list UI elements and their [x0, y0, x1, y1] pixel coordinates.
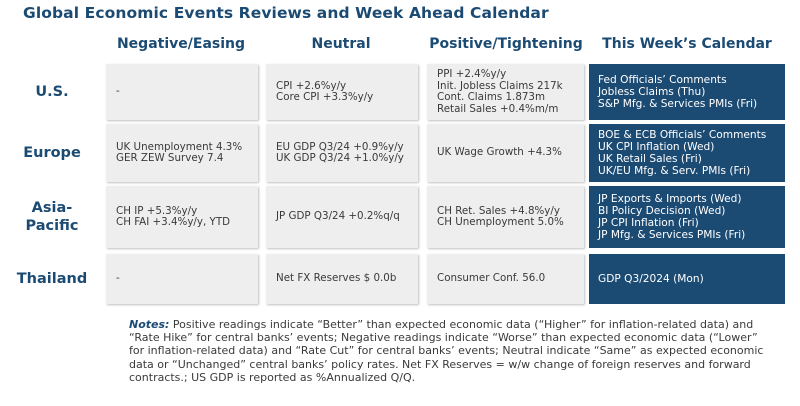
calendar-item: BOE & ECB Officials’ Comments — [598, 128, 767, 141]
row-header: Europe — [4, 124, 100, 182]
row-header: Asia- Pacific — [4, 186, 100, 248]
calendar-item: JP CPI Inflation (Fri) — [598, 217, 699, 229]
neutral-item: CPI +2.6%y/y — [276, 79, 347, 92]
positive-cell: CH Ret. Sales +4.8%y/y CH Unemployment 5.… — [427, 186, 584, 248]
calendar-item: UK Retail Sales (Fri) — [598, 153, 702, 165]
negative-cell: UK Unemployment 4.3% GER ZEW Survey 7.4 — [106, 124, 258, 182]
negative-item: UK Unemployment 4.3% — [116, 140, 243, 153]
column-header-negative: Negative/Easing — [116, 36, 246, 52]
column-header-calendar: This Week’s Calendar — [602, 36, 772, 52]
region-label: U.S. — [35, 84, 69, 100]
calendar-item: UK/EU Mfg. & Serv. PMIs (Fri) — [598, 165, 751, 178]
positive-item: Init. Jobless Claims 217k — [437, 79, 563, 92]
region-label: Europe — [23, 145, 81, 161]
positive-item: PPI +2.4%y/y — [437, 68, 507, 80]
row-header: U.S. — [4, 64, 100, 120]
calendar-cell: Fed Officials’ Comments Jobless Claims (T… — [589, 64, 785, 120]
positive-cell: Consumer Conf. 56.0 — [427, 254, 584, 304]
negative-item: - — [116, 85, 120, 98]
calendar-item: JP Exports & Imports (Wed) — [598, 192, 742, 205]
notes-text: Positive readings indicate “Better” than… — [129, 318, 764, 384]
calendar-item: JP Mfg. & Services PMIs (Fri) — [598, 229, 746, 242]
positive-item: CH Unemployment 5.0% — [437, 216, 564, 228]
negative-item: - — [116, 272, 120, 285]
column-header-positive: Positive/Tightening — [429, 36, 583, 52]
region-label: Asia- Pacific — [25, 200, 79, 234]
positive-item: UK Wage Growth +4.3% — [437, 146, 562, 159]
calendar-cell: JP Exports & Imports (Wed) BI Policy Deci… — [589, 186, 785, 248]
column-header-neutral: Neutral — [311, 36, 371, 52]
negative-item: CH FAI +3.4%y/y, YTD — [116, 216, 231, 228]
neutral-item: JP GDP Q3/24 +0.2%q/q — [276, 210, 400, 223]
calendar-cell: GDP Q3/2024 (Mon) — [589, 254, 785, 304]
row-header: Thailand — [4, 254, 100, 304]
calendar-item: Jobless Claims (Thu) — [598, 85, 706, 98]
negative-cell: CH IP +5.3%y/y CH FAI +3.4%y/y, YTD — [106, 186, 258, 248]
positive-cell: PPI +2.4%y/y Init. Jobless Claims 217k Con… — [427, 64, 584, 120]
calendar-item: GDP Q3/2024 (Mon) — [598, 272, 704, 285]
positive-item: Cont. Claims 1.873m — [437, 91, 545, 103]
calendar-item: S&P Mfg. & Services PMIs (Fri) — [598, 98, 758, 111]
neutral-item: Net FX Reserves $ 0.0b — [276, 272, 397, 285]
negative-cell: - — [106, 64, 258, 120]
negative-item: CH IP +5.3%y/y — [116, 204, 198, 217]
positive-item: Retail Sales +0.4%m/m — [437, 102, 559, 115]
region-label: Thailand — [16, 271, 88, 287]
negative-cell: - — [106, 254, 258, 304]
neutral-item: UK GDP Q3/24 +1.0%y/y — [276, 152, 404, 164]
neutral-cell: EU GDP Q3/24 +0.9%y/y UK GDP Q3/24 +1.0%y… — [266, 124, 418, 182]
negative-item: GER ZEW Survey 7.4 — [116, 152, 224, 164]
neutral-cell: Net FX Reserves $ 0.0b — [266, 254, 418, 304]
calendar-cell: BOE & ECB Officials’ Comments UK CPI Infl… — [589, 124, 785, 182]
positive-item: Consumer Conf. 56.0 — [437, 272, 546, 285]
notes-paragraph: Notes: Positive readings indicate “Bette… — [129, 318, 769, 384]
calendar-item: BI Policy Decision (Wed) — [598, 204, 726, 217]
page-title: Global Economic Events Reviews and Week … — [23, 4, 549, 22]
notes-label: Notes: — [129, 318, 170, 331]
calendar-item: Fed Officials’ Comments — [598, 73, 727, 86]
positive-cell: UK Wage Growth +4.3% — [427, 124, 584, 182]
neutral-cell: JP GDP Q3/24 +0.2%q/q — [266, 186, 418, 248]
neutral-item: Core CPI +3.3%y/y — [276, 91, 374, 103]
positive-item: CH Ret. Sales +4.8%y/y — [437, 204, 560, 217]
neutral-cell: CPI +2.6%y/y Core CPI +3.3%y/y — [266, 64, 418, 120]
neutral-item: EU GDP Q3/24 +0.9%y/y — [276, 140, 404, 153]
calendar-item: UK CPI Inflation (Wed) — [598, 140, 715, 153]
